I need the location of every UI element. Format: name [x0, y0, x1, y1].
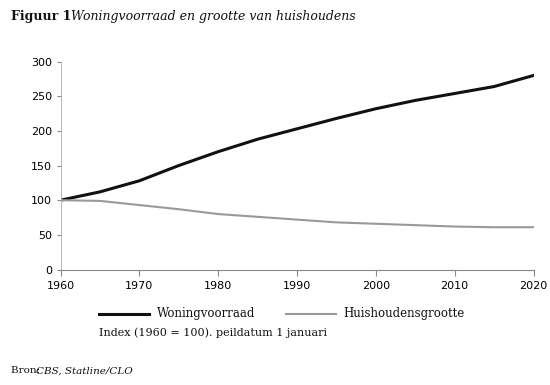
Text: Huishoudensgrootte: Huishoudensgrootte	[344, 307, 465, 320]
Text: CBS, Statline/CLO: CBS, Statline/CLO	[36, 367, 133, 375]
Text: Figuur 1: Figuur 1	[11, 10, 72, 23]
Text: Index (1960 = 100). peildatum 1 januari: Index (1960 = 100). peildatum 1 januari	[99, 328, 327, 338]
Text: Woningvoorraad en grootte van huishoudens: Woningvoorraad en grootte van huishouden…	[63, 10, 356, 23]
Text: Bron:: Bron:	[11, 367, 43, 375]
Text: Woningvoorraad: Woningvoorraad	[157, 307, 255, 320]
